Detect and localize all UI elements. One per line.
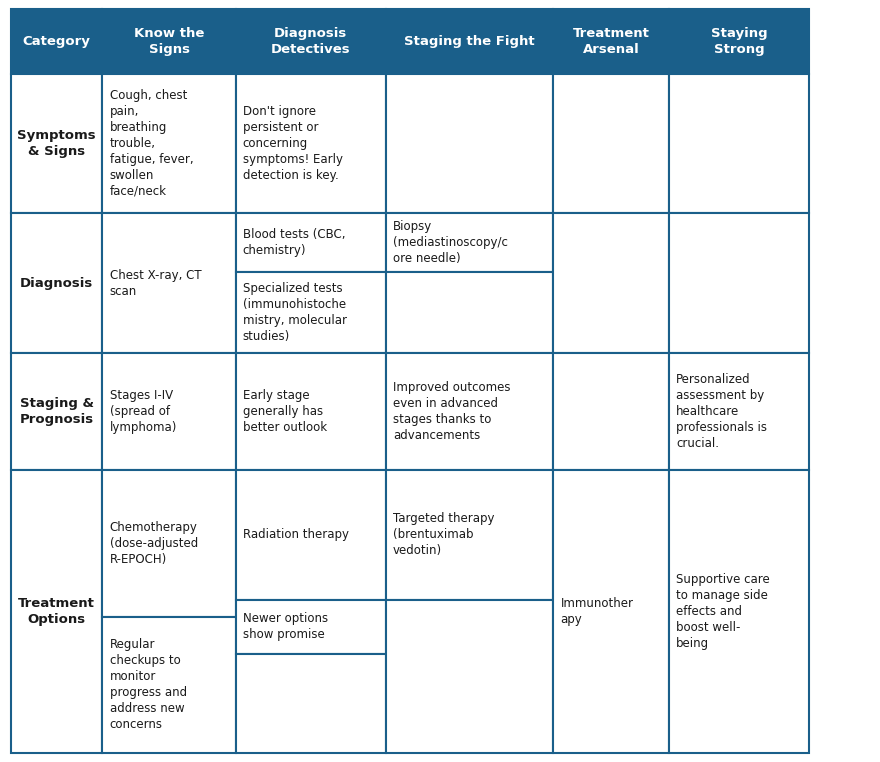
Bar: [102, 617, 236, 753]
Bar: [102, 213, 236, 353]
Text: Newer options
show promise: Newer options show promise: [243, 613, 327, 642]
Text: Staging &
Prognosis: Staging & Prognosis: [19, 397, 93, 426]
Bar: [670, 470, 810, 753]
Bar: [236, 353, 386, 470]
Bar: [11, 74, 102, 213]
Bar: [102, 9, 236, 74]
Bar: [386, 272, 554, 353]
Text: Early stage
generally has
better outlook: Early stage generally has better outlook: [243, 389, 326, 434]
Text: Specialized tests
(immunohistoche
mistry, molecular
studies): Specialized tests (immunohistoche mistry…: [243, 282, 347, 343]
Bar: [11, 470, 102, 753]
Text: Treatment
Arsenal: Treatment Arsenal: [573, 27, 649, 56]
Bar: [236, 600, 386, 654]
Text: Improved outcomes
even in advanced
stages thanks to
advancements: Improved outcomes even in advanced stage…: [393, 381, 510, 442]
Bar: [386, 353, 554, 470]
Bar: [670, 213, 810, 353]
Bar: [554, 470, 670, 753]
Bar: [236, 74, 386, 213]
Bar: [236, 272, 386, 353]
Text: Staging the Fight: Staging the Fight: [404, 35, 535, 48]
Bar: [386, 470, 554, 600]
Text: Cough, chest
pain,
breathing
trouble,
fatigue, fever,
swollen
face/neck: Cough, chest pain, breathing trouble, fa…: [109, 89, 193, 198]
Text: Treatment
Options: Treatment Options: [18, 597, 95, 626]
Bar: [11, 353, 102, 470]
Bar: [386, 74, 554, 213]
Text: Category: Category: [23, 35, 91, 48]
Bar: [670, 9, 810, 74]
Bar: [386, 213, 554, 272]
Bar: [236, 213, 386, 272]
Bar: [554, 213, 670, 353]
Text: Know the
Signs: Know the Signs: [134, 27, 204, 56]
Text: Supportive care
to manage side
effects and
boost well-
being: Supportive care to manage side effects a…: [677, 573, 770, 650]
Text: Regular
checkups to
monitor
progress and
address new
concerns: Regular checkups to monitor progress and…: [109, 639, 187, 732]
Text: Staying
Strong: Staying Strong: [711, 27, 767, 56]
Bar: [11, 213, 102, 353]
Text: Immunother
apy: Immunother apy: [561, 597, 634, 626]
Text: Don't ignore
persistent or
concerning
symptoms! Early
detection is key.: Don't ignore persistent or concerning sy…: [243, 105, 342, 182]
Text: Chemotherapy
(dose-adjusted
R-EPOCH): Chemotherapy (dose-adjusted R-EPOCH): [109, 521, 198, 566]
Text: Chest X-ray, CT
scan: Chest X-ray, CT scan: [109, 268, 202, 298]
Bar: [236, 470, 386, 600]
Bar: [554, 74, 670, 213]
Bar: [554, 353, 670, 470]
Text: Targeted therapy
(brentuximab
vedotin): Targeted therapy (brentuximab vedotin): [393, 513, 495, 558]
Text: Stages I-IV
(spread of
lymphoma): Stages I-IV (spread of lymphoma): [109, 389, 177, 434]
Text: Biopsy
(mediastinoscopy/c
ore needle): Biopsy (mediastinoscopy/c ore needle): [393, 220, 508, 265]
Bar: [102, 74, 236, 213]
Text: Personalized
assessment by
healthcare
professionals is
crucial.: Personalized assessment by healthcare pr…: [677, 373, 767, 450]
Bar: [386, 9, 554, 74]
Bar: [11, 9, 102, 74]
Text: Blood tests (CBC,
chemistry): Blood tests (CBC, chemistry): [243, 228, 345, 257]
Bar: [102, 353, 236, 470]
Bar: [236, 9, 386, 74]
Text: Diagnosis: Diagnosis: [20, 277, 93, 290]
Bar: [670, 353, 810, 470]
Bar: [670, 74, 810, 213]
Bar: [554, 9, 670, 74]
Bar: [386, 600, 554, 753]
Bar: [102, 470, 236, 617]
Text: Diagnosis
Detectives: Diagnosis Detectives: [271, 27, 350, 56]
Bar: [236, 654, 386, 753]
Text: Symptoms
& Signs: Symptoms & Signs: [18, 129, 96, 158]
Text: Radiation therapy: Radiation therapy: [243, 529, 348, 542]
